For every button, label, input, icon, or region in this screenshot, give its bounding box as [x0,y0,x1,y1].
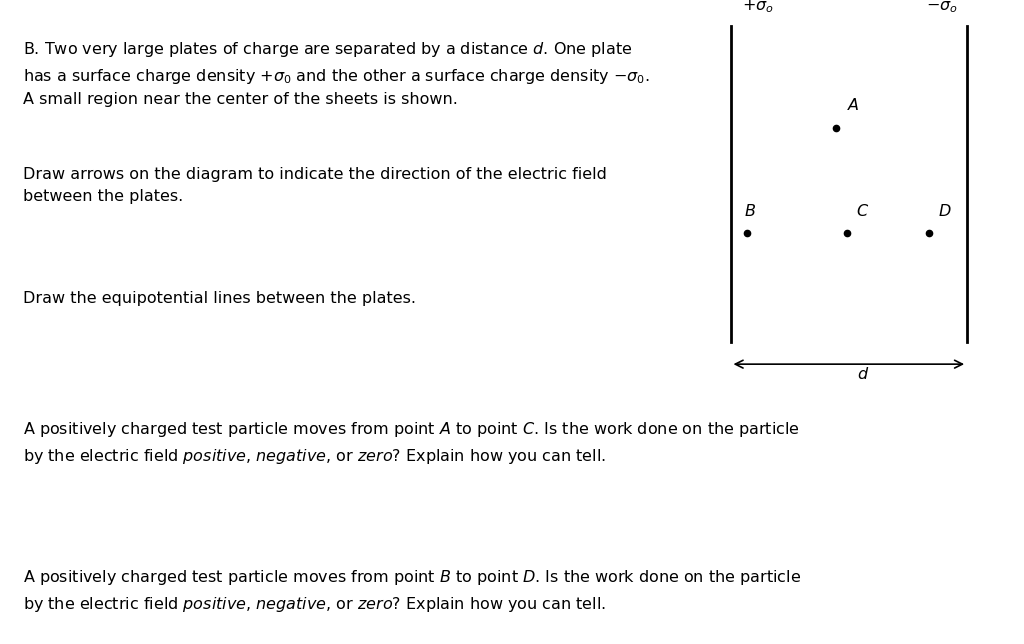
Text: A positively charged test particle moves from point $A$ to point $C$. Is the wor: A positively charged test particle moves… [23,420,800,466]
Text: $+\sigma_o$: $+\sigma_o$ [742,0,774,15]
Text: $d$: $d$ [857,366,869,382]
Text: $B$: $B$ [743,203,756,218]
Text: Draw arrows on the diagram to indicate the direction of the electric field
betwe: Draw arrows on the diagram to indicate t… [23,167,606,204]
Text: $-\sigma_o$: $-\sigma_o$ [927,0,958,15]
Text: A positively charged test particle moves from point $B$ to point $D$. Is the wor: A positively charged test particle moves… [23,568,801,614]
Text: $D$: $D$ [938,203,951,218]
Text: Draw the equipotential lines between the plates.: Draw the equipotential lines between the… [23,291,416,306]
Text: $C$: $C$ [856,203,869,218]
Text: B. Two very large plates of charge are separated by a distance $d$. One plate
ha: B. Two very large plates of charge are s… [23,40,649,108]
Text: $A$: $A$ [848,97,860,113]
